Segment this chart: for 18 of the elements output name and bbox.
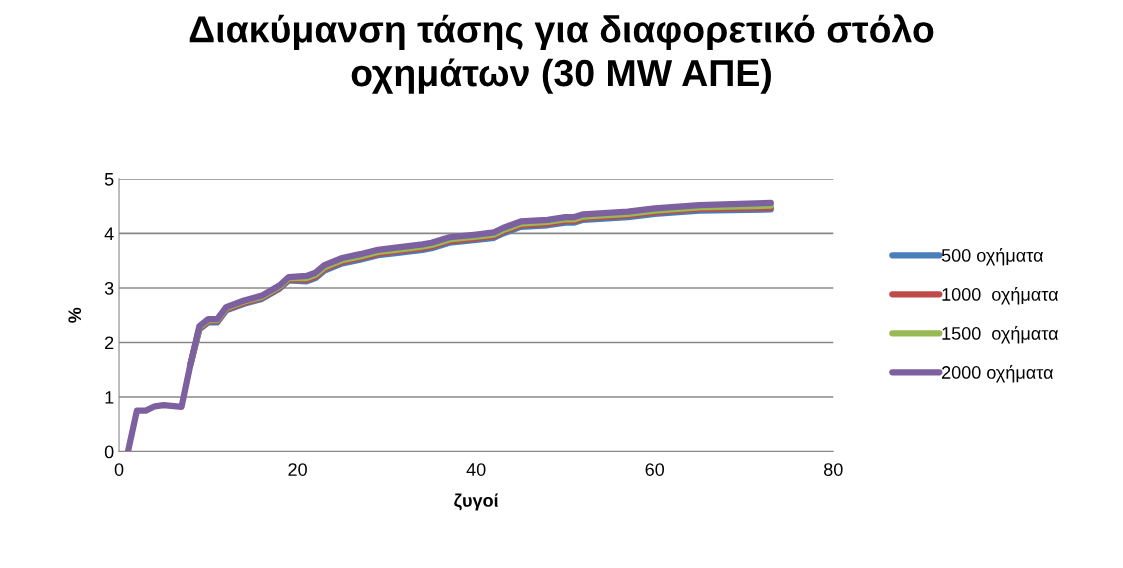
x-tick-label: 80	[824, 463, 843, 476]
legend-label: 500 οχήματα	[941, 248, 1043, 266]
legend-label: 1500 οχήματα	[942, 326, 1059, 344]
x-tick-label: 0	[114, 463, 124, 476]
chart-title: Διακύμανση τάσης για διαφορετικό στόλο οχημάτων (30 MW ΑΠΕ)	[189, 14, 934, 94]
y-axis-title: %	[68, 307, 82, 323]
x-tick-label: 40	[466, 463, 486, 476]
y-tick-label: 1	[105, 391, 114, 404]
y-tick-label: 0	[104, 445, 114, 459]
y-tick-label: 4	[104, 227, 114, 240]
legend-label: 1000 οχήματα	[942, 287, 1059, 305]
y-tick-label: 3	[104, 281, 114, 295]
x-tick-label: 20	[288, 463, 307, 476]
legend-label: 2000 οχήματα	[942, 365, 1054, 383]
y-tick-label: 2	[105, 336, 114, 350]
x-tick-label: 60	[645, 463, 665, 476]
x-axis-title: ζυγοί	[454, 493, 499, 511]
y-tick-label: 5	[104, 173, 114, 186]
